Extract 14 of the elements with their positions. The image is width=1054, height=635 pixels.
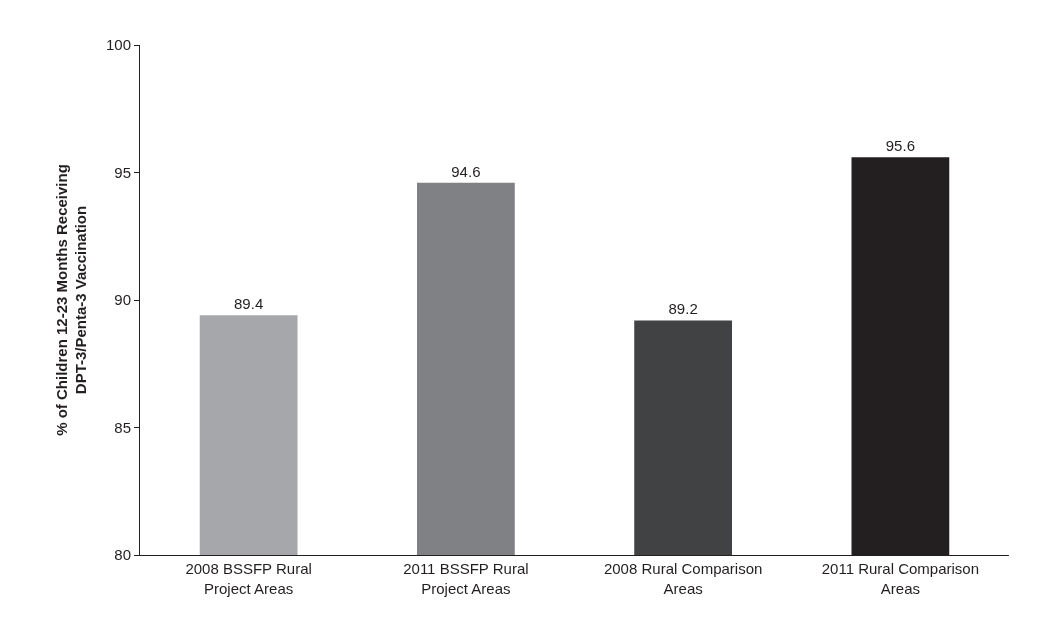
y-tick-label: 85 [114,418,131,436]
x-tick-label: 2008 Rural Comparison Areas [603,560,763,597]
x-tick-label: 2011 Rural Comparison Areas [821,560,980,597]
y-tick-label: 95 [114,163,131,181]
data-label: 89.4 [234,295,264,313]
data-label: 89.2 [668,300,698,318]
data-label: 94.6 [451,162,481,180]
x-tick-label: 2008 BSSFP Rural Project Areas [185,560,312,597]
data-label: 95.6 [885,137,915,155]
x-tick-label: 2011 BSSFP Rural Project Areas [403,560,529,597]
y-tick-label: 100 [105,36,131,54]
y-tick-label: 80 [114,546,131,564]
y-axis-title: % of Children 12-23 Months Receiving DPT-3/Penta-3 Vaccination [52,164,90,436]
y-tick-label: 90 [114,291,131,309]
